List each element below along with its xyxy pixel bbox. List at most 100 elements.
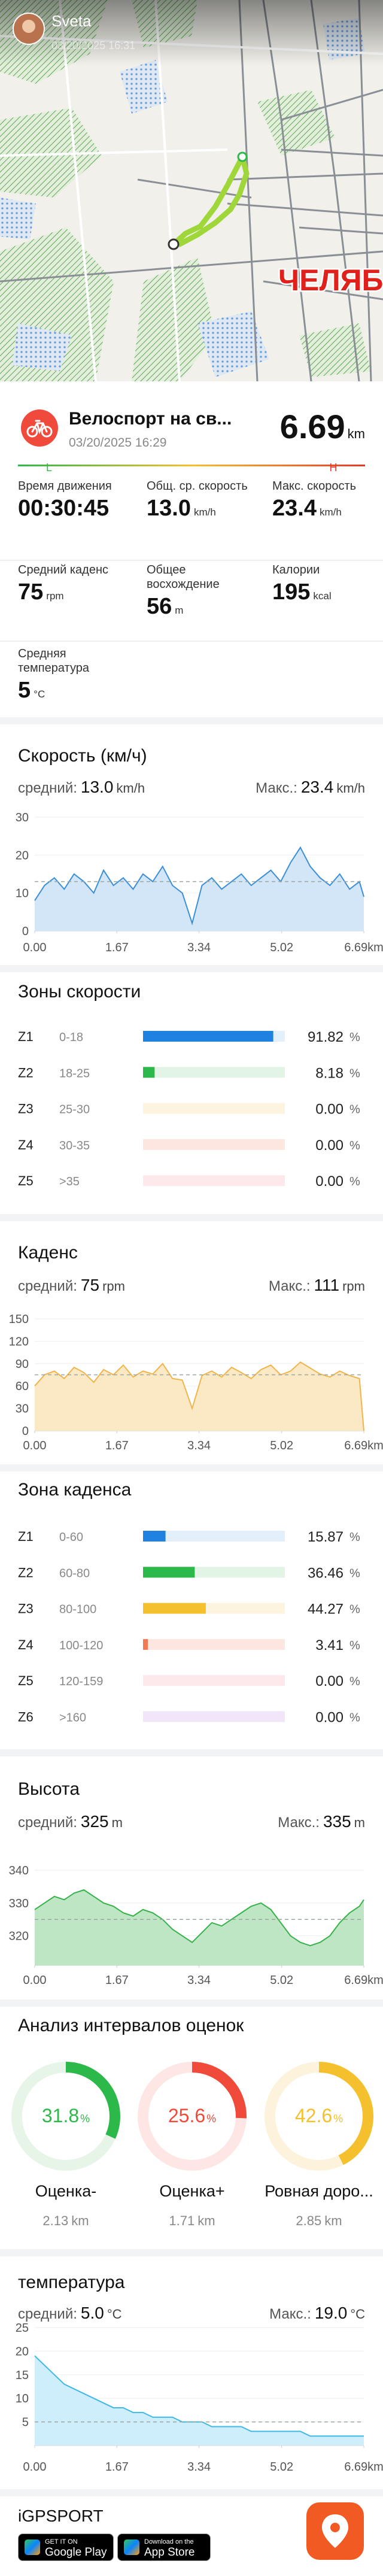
chart: 0 10 20 30 0.00 1.67 3.34 5.02 6.69km	[16, 811, 383, 954]
x-tick-label: 6.69km	[344, 2460, 383, 2474]
zone-bar	[143, 1531, 166, 1542]
donut-unit: %	[80, 2113, 90, 2125]
y-tick-label: 10	[16, 887, 29, 900]
avg-row: средний: 75 rpm	[18, 1276, 125, 1295]
user-name: Sveta	[51, 12, 92, 30]
distance-unit: km	[347, 426, 365, 441]
stat-label: Макс. скорость	[272, 480, 357, 493]
rating-donut: 25.6%	[138, 2062, 247, 2171]
zone-unit: %	[349, 1603, 360, 1616]
store-badge[interactable]: Download on the App Store	[117, 2533, 211, 2561]
store-small: GET IT ON	[45, 2538, 78, 2545]
map-area	[132, 257, 215, 381]
stat-unit: km/h	[193, 506, 216, 518]
max-unit: m	[354, 1815, 365, 1830]
zone-bar	[143, 1639, 148, 1650]
series-line	[34, 846, 364, 926]
stat-value: 13.0	[147, 496, 191, 521]
avg-label: средний:	[18, 2306, 77, 2322]
zone-track	[143, 1675, 285, 1686]
zone-unit: %	[349, 1675, 360, 1688]
x-tick-label: 0.00	[23, 2460, 47, 2474]
avg-unit: km/h	[116, 781, 145, 796]
max-value: 19.0	[314, 2304, 348, 2322]
zone-track	[143, 1067, 285, 1078]
map-area	[257, 90, 335, 156]
zone-value: 36.46	[308, 1565, 344, 1581]
section-title: Скорость (км/ч)	[18, 746, 147, 766]
store-badge[interactable]: GET IT ON Google Play	[18, 2533, 114, 2561]
zone-bars: Z1 0-18 91.82 % Z2 18-25 8.18 % Z3 25-30 0.00 % Z4 30…	[18, 1029, 360, 1190]
donut-value: 31.8	[42, 2105, 79, 2126]
zone-bars: Z1 0-60 15.87 % Z2 60-80 36.46 % Z3 80-100 44.27 % Z…	[18, 1529, 360, 1726]
x-tick-label: 1.67	[105, 941, 129, 954]
max-value: 111	[314, 1276, 340, 1294]
zone-unit: %	[349, 1139, 360, 1152]
zone-range: 60-80	[59, 1567, 90, 1580]
stat-value-row: 195 kcal	[272, 579, 377, 605]
area-fill	[35, 2356, 364, 2445]
donut-arc	[265, 2062, 373, 2171]
section-separator	[0, 717, 383, 724]
road	[299, 226, 383, 235]
road	[227, 172, 383, 181]
zone-bar	[143, 1567, 195, 1578]
avatar-face	[22, 20, 35, 33]
donut-arc	[11, 2062, 120, 2171]
stat-label: Время движения	[18, 480, 112, 493]
map-city-label: ЧЕЛЯБ	[278, 263, 383, 297]
rating-name: Ровная доро...	[265, 2182, 373, 2200]
stat-unit: kcal	[313, 590, 332, 602]
zone-name: Z4	[18, 1637, 34, 1652]
series-line	[34, 1889, 364, 1947]
series-line	[34, 1361, 364, 1431]
zone-track	[143, 1103, 285, 1114]
activity-title: Велоспорт на св...	[69, 409, 232, 429]
max-label: Макс.:	[269, 2306, 311, 2322]
max-row: Макс.: 335 m	[278, 1812, 365, 1831]
donut-value: 25.6	[168, 2105, 205, 2126]
y-tick-label: 25	[16, 2322, 29, 2335]
zone-range: 120-159	[59, 1675, 103, 1688]
stat: Время движения 00:30:45	[18, 479, 120, 521]
x-tick-label: 3.34	[187, 1439, 211, 1452]
stat-value: 5	[18, 678, 31, 703]
max-label: Макс.:	[278, 1815, 320, 1831]
max-row: Макс.: 23.4 km/h	[256, 778, 365, 797]
stat: Средний каденс 75 rpm	[18, 563, 120, 605]
distance-value: 2.85	[296, 2213, 322, 2228]
zone-value: 0.00	[315, 1173, 344, 1190]
distance-value: 6.69	[279, 408, 345, 445]
max-unit: °C	[350, 2307, 365, 2322]
avg-value: 325	[80, 1812, 109, 1831]
zone-track	[143, 1531, 285, 1542]
x-tick-label: 1.67	[105, 1974, 129, 1987]
zone-track	[143, 1639, 285, 1650]
activity-date: 03/20/2025 16:29	[69, 436, 167, 450]
zone-range: 0-18	[59, 1031, 83, 1044]
area-fill	[35, 1362, 364, 1431]
intensity-high: H	[330, 462, 338, 474]
stat-value: 195	[272, 579, 311, 605]
avg-unit: m	[111, 1815, 123, 1830]
zone-name: Z6	[18, 1710, 34, 1725]
donut-arc	[138, 2062, 247, 2171]
max-unit: km/h	[336, 781, 365, 796]
y-tick-label: 20	[16, 2345, 29, 2358]
section-title: Каденс	[18, 1243, 78, 1263]
avg-label: средний:	[18, 780, 77, 796]
y-tick-label: 0	[22, 925, 29, 938]
avg-value: 13.0	[80, 778, 114, 796]
map: ЧЕЛЯБ Sveta 03/20/2025 16:31	[0, 0, 383, 381]
zone-unit: %	[349, 1103, 360, 1116]
section-separator	[0, 1214, 383, 1221]
zone-name: Z3	[18, 1601, 34, 1616]
minor-road	[0, 148, 228, 157]
distance-unit: km	[71, 2213, 89, 2228]
section-separator	[0, 1999, 383, 2007]
road	[281, 148, 383, 157]
x-tick-label: 3.34	[187, 2460, 211, 2474]
stat-value: 75	[18, 579, 44, 605]
zone-value: 91.82	[308, 1029, 344, 1045]
app-icon[interactable]	[306, 2502, 364, 2560]
